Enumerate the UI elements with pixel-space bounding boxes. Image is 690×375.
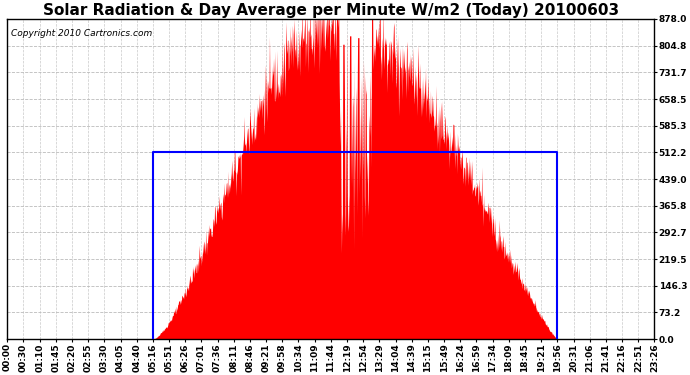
Text: Copyright 2010 Cartronics.com: Copyright 2010 Cartronics.com [10,28,152,38]
Title: Solar Radiation & Day Average per Minute W/m2 (Today) 20100603: Solar Radiation & Day Average per Minute… [43,3,619,18]
